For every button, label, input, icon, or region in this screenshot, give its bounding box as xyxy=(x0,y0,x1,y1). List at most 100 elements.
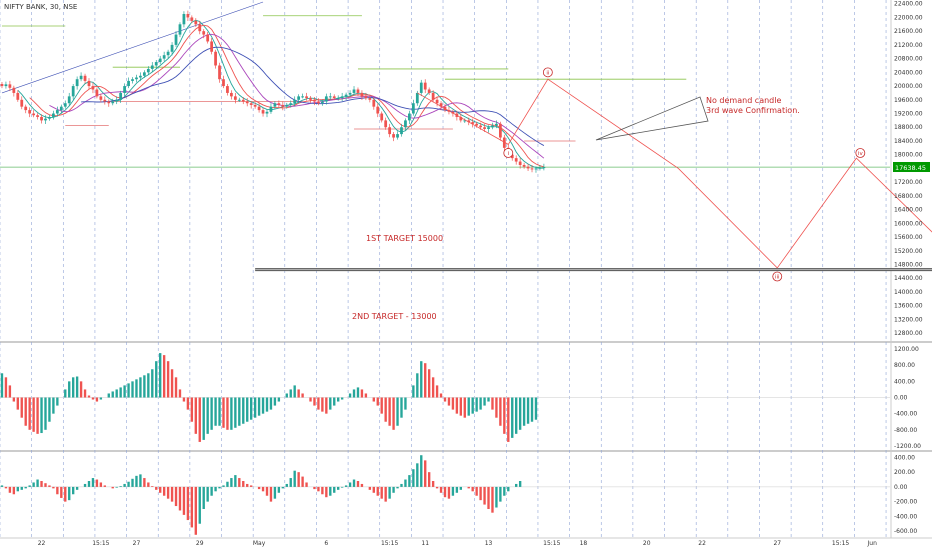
candle-body xyxy=(332,96,336,99)
time-tick-label: 22 xyxy=(38,540,46,547)
price-tick-label: 22000.00 xyxy=(894,14,923,21)
candle-body xyxy=(222,79,225,87)
candle-body xyxy=(135,77,138,80)
candle-body xyxy=(202,31,206,35)
candle-body xyxy=(79,75,83,80)
candle-body xyxy=(293,99,297,104)
candle-body xyxy=(166,51,170,56)
wave-label-text: iii xyxy=(775,275,780,281)
osc1-tick-label: -400.00 xyxy=(894,411,917,418)
wave-label-text: ii xyxy=(546,70,550,76)
price-tick-label: 19200.00 xyxy=(894,111,923,118)
candle-body xyxy=(423,82,427,90)
time-tick-label: 13 xyxy=(485,540,493,547)
candle-body xyxy=(182,14,186,25)
candle-body xyxy=(170,44,174,52)
candle-body xyxy=(408,113,411,121)
candle-body xyxy=(439,103,443,107)
time-tick-label: 27 xyxy=(133,540,141,547)
candle-body xyxy=(194,20,198,25)
candle-body xyxy=(226,86,229,93)
no-demand-text: No demand candle xyxy=(706,96,781,105)
osc2-tick-label: -600.00 xyxy=(894,528,917,535)
candle-body xyxy=(328,96,332,98)
candle-body xyxy=(119,92,123,100)
candle-body xyxy=(87,80,91,87)
oscillator-1 xyxy=(0,353,890,442)
candle-body xyxy=(55,110,59,114)
price-tick-label: 20000.00 xyxy=(894,83,923,90)
candle-body xyxy=(435,99,439,104)
candle-body xyxy=(8,84,12,88)
candle-body xyxy=(20,99,24,107)
time-tick-label: 15:15 xyxy=(92,540,109,547)
candle-body xyxy=(431,92,435,100)
candle-body xyxy=(356,89,360,93)
candle-body xyxy=(158,58,162,63)
candle-body xyxy=(459,116,463,121)
axes: 22400.0022000.0021600.0021200.0020800.00… xyxy=(38,1,923,547)
candle-body xyxy=(392,134,395,138)
wave-label-text: iv xyxy=(858,151,864,157)
candle-body xyxy=(28,110,32,114)
candle-body xyxy=(146,68,150,73)
candle-body xyxy=(360,92,364,97)
osc1-tick-label: 0.00 xyxy=(894,395,908,402)
candle-body xyxy=(502,137,506,148)
osc2-tick-label: -400.00 xyxy=(894,513,917,520)
price-tick-label: 14000.00 xyxy=(894,289,923,296)
price-tick-label: 15600.00 xyxy=(894,234,923,241)
candle-body xyxy=(273,103,277,107)
candle-body xyxy=(139,75,142,78)
projection-line xyxy=(417,78,932,269)
candle-body xyxy=(301,96,304,98)
candle-body xyxy=(210,41,214,52)
candle-body xyxy=(253,104,257,107)
candle-body xyxy=(376,106,380,114)
trendline xyxy=(1,1,264,94)
candle-body xyxy=(190,17,194,21)
candle-body xyxy=(241,99,245,102)
time-tick-label: 15:15 xyxy=(381,540,398,547)
osc2-tick-label: -200.00 xyxy=(894,499,917,506)
candle-body xyxy=(99,96,103,100)
moving-averages xyxy=(17,19,545,169)
price-tick-label: 13600.00 xyxy=(894,303,923,310)
horizontal-levels xyxy=(0,1,932,272)
candle-body xyxy=(530,168,534,170)
candle-body xyxy=(67,96,71,104)
target2-text: 2ND TARGET - 13000 xyxy=(352,312,437,321)
candle-body xyxy=(526,166,530,169)
candle-body xyxy=(388,127,392,135)
price-tick-label: 14800.00 xyxy=(894,262,923,269)
candle-body xyxy=(206,34,210,42)
candle-body xyxy=(522,164,526,167)
candle-body xyxy=(269,106,273,112)
price-tick-label: 21600.00 xyxy=(894,28,923,35)
price-tick-label: 18400.00 xyxy=(894,138,923,145)
last-price-tag xyxy=(893,162,930,172)
time-tick-label: 27 xyxy=(773,540,781,547)
candle-body xyxy=(400,127,403,135)
candle-body xyxy=(0,84,4,87)
candle-body xyxy=(415,92,419,104)
price-tick-label: 12800.00 xyxy=(894,330,923,337)
time-tick-label: 20 xyxy=(643,540,651,547)
price-tick-label: 16400.00 xyxy=(894,207,923,214)
candle-body xyxy=(487,127,490,129)
osc1-tick-label: 1200.00 xyxy=(894,346,919,353)
candle-body xyxy=(285,104,289,107)
candle-body xyxy=(277,103,281,105)
candle-body xyxy=(123,86,126,93)
candle-body xyxy=(16,92,20,100)
price-tick-label: 15200.00 xyxy=(894,248,923,255)
candle-body xyxy=(127,80,130,87)
price-tick-label: 16000.00 xyxy=(894,220,923,227)
osc1-tick-label: -800.00 xyxy=(894,427,917,434)
time-tick-label: 11 xyxy=(421,540,429,547)
candle-body xyxy=(380,113,384,121)
price-tick-label: 13200.00 xyxy=(894,316,923,323)
candle-body xyxy=(491,125,494,128)
candle-body xyxy=(313,99,316,102)
